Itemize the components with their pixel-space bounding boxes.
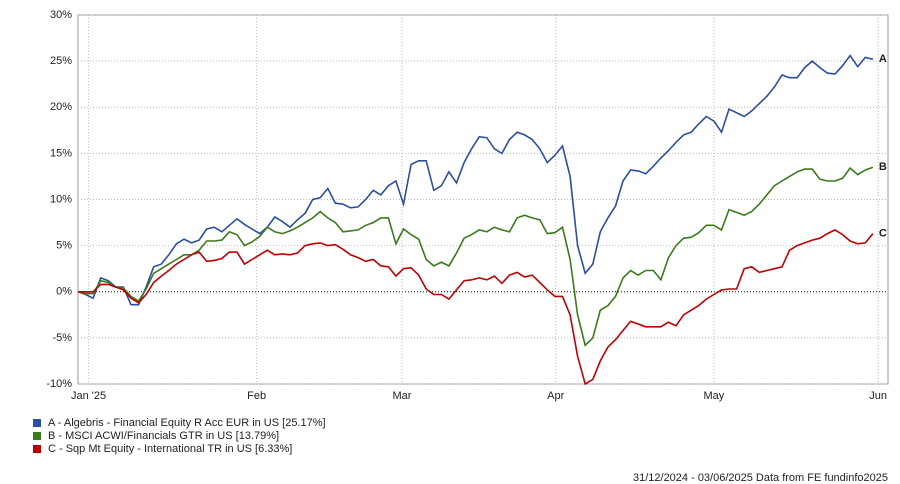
x-tick-label: Feb: [247, 390, 266, 402]
series-line: [78, 228, 874, 386]
series-end-label: C: [879, 228, 887, 240]
legend-label: B - MSCI ACWI/Financials GTR in US [13.7…: [48, 430, 279, 442]
y-tick-label: 15%: [50, 147, 72, 159]
series-line: [77, 166, 874, 347]
y-tick-label: 5%: [56, 240, 72, 252]
x-tick-label: May: [703, 390, 724, 402]
y-tick-label: 20%: [50, 101, 72, 113]
y-tick-label: 25%: [50, 55, 72, 67]
y-tick-label: -10%: [46, 378, 72, 390]
series-end-label: B: [879, 161, 887, 173]
x-tick-label: Mar: [393, 390, 412, 402]
legend-swatch: [33, 432, 41, 440]
series-line: [77, 54, 874, 306]
footer: 31/12/2024 - 03/06/2025 Data from FE fun…: [633, 472, 888, 484]
y-tick-label: 0%: [56, 286, 72, 298]
legend-swatch: [33, 445, 41, 453]
grid: [78, 14, 888, 385]
legend-label: C - Sqp Mt Equity - International TR in …: [48, 443, 292, 455]
y-tick-label: 10%: [50, 193, 72, 205]
legend-swatch: [33, 419, 41, 427]
x-tick-label: Jan '25: [71, 390, 106, 402]
y-tick-label: -5%: [52, 332, 72, 344]
x-tick-label: Jun: [869, 390, 887, 402]
series-end-label: A: [879, 53, 887, 65]
x-tick-label: Apr: [547, 390, 564, 402]
legend-label: A - Algebris - Financial Equity R Acc EU…: [48, 417, 326, 429]
lines: [77, 54, 874, 386]
y-tick-label: 30%: [50, 9, 72, 21]
